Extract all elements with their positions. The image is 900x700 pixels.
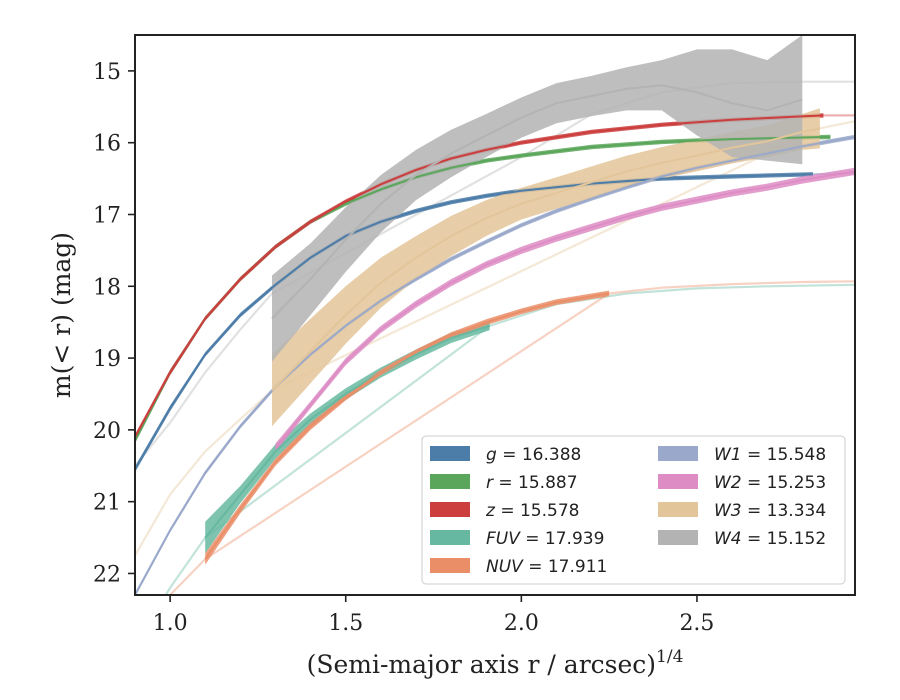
y-axis-ticks: 15 16 17 18 19 20 21 22: [93, 60, 135, 587]
legend-swatch-fuv: [430, 530, 470, 545]
legend-swatch-w3: [658, 502, 698, 517]
y-tick-label: 15: [93, 60, 121, 85]
y-tick-label: 19: [93, 347, 121, 372]
legend-swatch-z: [430, 502, 470, 517]
plot-frame: [134, 34, 856, 596]
legend-label-w4: W4 = 15.152: [714, 529, 826, 549]
x-axis-ticks: 1.0 1.5 2.0 2.5: [153, 595, 714, 636]
x-axis-title-main: (Semi-major axis r / arcsec): [307, 650, 656, 679]
y-tick-label: 17: [93, 203, 121, 228]
y-axis-title: m(< r) (mag): [47, 232, 76, 398]
legend-swatch-g: [430, 446, 470, 461]
y-tick-label: 20: [93, 419, 121, 444]
x-axis-title-exponent: 1/4: [656, 647, 683, 667]
legend-label-fuv: FUV = 17.939: [486, 529, 604, 549]
legend-label-nuv: NUV = 17.911: [486, 557, 607, 577]
series-w4-line: [271, 84, 803, 320]
legend-label-w3: W3 = 13.334: [714, 501, 826, 521]
x-tick-label: 1.0: [153, 611, 188, 636]
series-nuv-line: [204, 292, 610, 560]
series-fuv-line: [204, 324, 491, 539]
x-tick-label: 2.0: [504, 611, 539, 636]
legend-swatch-w1: [658, 446, 698, 461]
legend-swatch-w4: [658, 530, 698, 545]
x-tick-label: 1.5: [328, 611, 363, 636]
x-tick-label: 2.5: [679, 611, 714, 636]
legend-label-g: g = 16.388: [486, 445, 581, 465]
y-tick-label: 16: [93, 132, 121, 157]
series-w1-line: [135, 135, 855, 595]
legend-label-r: r = 15.887: [486, 473, 578, 493]
legend-swatch-w2: [658, 474, 698, 489]
measured-lines: [135, 84, 855, 595]
legend-label-z: z = 15.578: [485, 501, 579, 521]
legend-swatch-r: [430, 474, 470, 489]
legend-box: [421, 435, 846, 585]
series-w3-line: [271, 127, 821, 392]
legend-label-w2: W2 = 15.253: [714, 473, 826, 493]
legend-label-w1: W1 = 15.548: [714, 445, 826, 465]
y-tick-label: 22: [93, 562, 121, 587]
series-w2-line: [274, 170, 855, 449]
measured-bands: [135, 35, 855, 595]
x-axis-title: (Semi-major axis r / arcsec)1/4: [307, 647, 684, 679]
series-w4-band: [272, 35, 803, 362]
y-tick-label: 21: [93, 491, 121, 516]
series-g-line: [135, 173, 813, 470]
series-z-line: [135, 114, 824, 438]
series-nuv-extrapolation: [168, 280, 855, 595]
legend: g = 16.388 r = 15.887 z = 15.578 FUV = 17.9…: [421, 435, 846, 585]
y-tick-label: 18: [93, 275, 121, 300]
legend-swatch-nuv: [430, 558, 470, 573]
